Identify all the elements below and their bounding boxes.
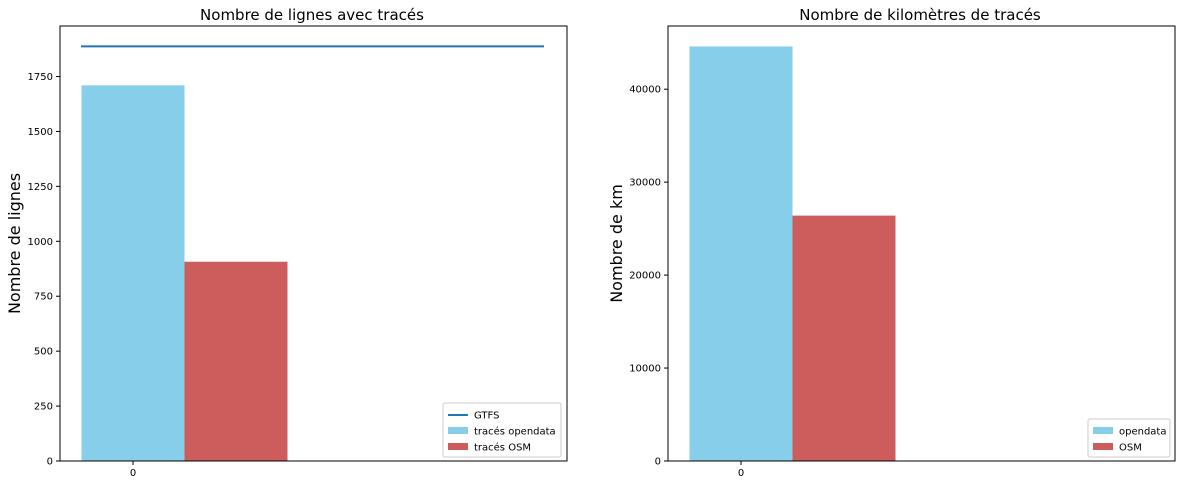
plot-frame <box>59 25 568 462</box>
legend-bar-swatch <box>448 443 468 450</box>
bar-OSM <box>792 215 896 461</box>
bar-opendata <box>689 46 793 461</box>
y-tick-label: 750 <box>34 292 53 303</box>
bar-tracés-opendata <box>81 85 185 462</box>
y-tick-label: 1750 <box>28 72 53 83</box>
chart-1: 0 250 500 750 1000 1250 1500 1750 0 Nombre de lig… <box>5 6 568 479</box>
x-tick-label: 0 <box>130 468 136 479</box>
legend-label: opendata <box>1119 427 1166 438</box>
x-tick-label: 0 <box>738 468 744 479</box>
y-tick-label: 500 <box>34 347 53 358</box>
y-tick-label: 0 <box>655 457 661 468</box>
plot-frame <box>667 25 1176 462</box>
bar-tracés-OSM <box>184 261 288 461</box>
legend-label: OSM <box>1119 443 1142 454</box>
y-tick-label: 1000 <box>28 237 53 248</box>
y-tick-label: 40000 <box>629 85 661 96</box>
legend-bar-swatch <box>448 427 468 434</box>
y-tick-label: 1250 <box>28 182 53 193</box>
legend-label: tracés opendata <box>474 426 556 438</box>
y-tick-label: 1500 <box>28 127 53 138</box>
y-axis-label: Nombre de km <box>607 184 626 303</box>
y-tick-label: 250 <box>34 402 53 413</box>
chart-2: 0 10000 20000 30000 40000 0 Nombre de kilomètr… <box>607 6 1176 479</box>
legend-label: tracés OSM <box>474 442 531 454</box>
legend-box <box>442 402 562 458</box>
y-tick-label: 0 <box>47 457 53 468</box>
y-tick-label: 30000 <box>629 178 661 189</box>
chart-title: Nombre de kilomètres de tracés <box>799 6 1041 24</box>
y-tick-label: 10000 <box>629 364 661 375</box>
y-tick-label: 20000 <box>629 271 661 282</box>
legend: GTFS tracés opendata tracés OSM <box>442 402 562 458</box>
legend-bar-swatch <box>1093 427 1113 434</box>
chart-title: Nombre de lignes avec tracés <box>200 6 424 24</box>
legend-bar-swatch <box>1093 443 1113 450</box>
legend: opendata OSM <box>1087 418 1171 458</box>
legend-label: GTFS <box>474 411 499 422</box>
y-axis-label: Nombre de lignes <box>5 173 24 314</box>
